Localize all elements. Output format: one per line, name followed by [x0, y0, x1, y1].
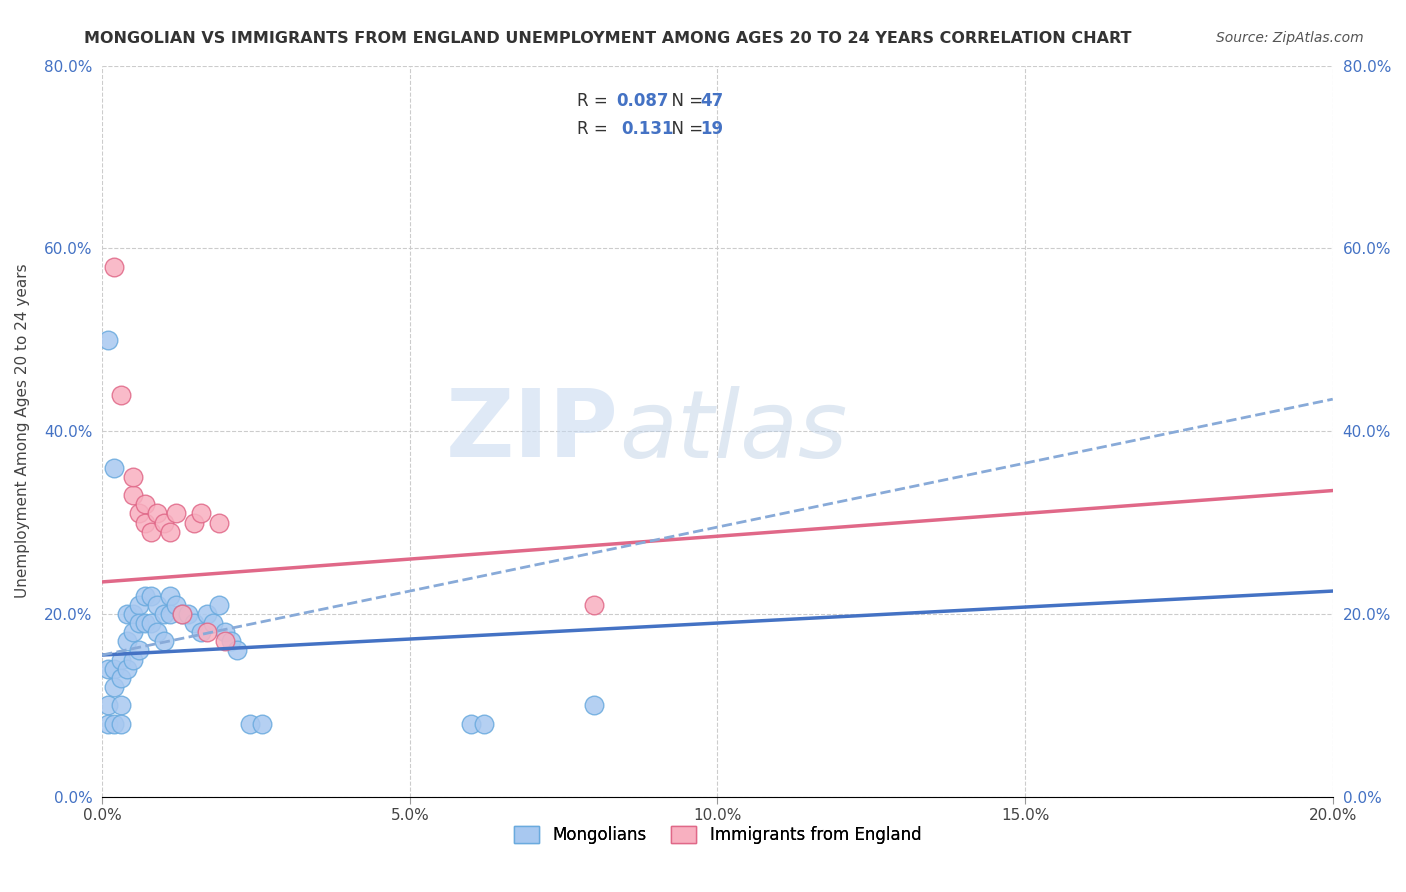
- Point: [460, 716, 482, 731]
- Point: [195, 607, 218, 621]
- Point: [128, 507, 150, 521]
- Point: [122, 607, 145, 621]
- Point: [583, 598, 606, 612]
- Point: [97, 333, 120, 347]
- Point: [195, 625, 218, 640]
- Point: [122, 488, 145, 502]
- Text: MONGOLIAN VS IMMIGRANTS FROM ENGLAND UNEMPLOYMENT AMONG AGES 20 TO 24 YEARS CORR: MONGOLIAN VS IMMIGRANTS FROM ENGLAND UNE…: [84, 31, 1132, 46]
- Point: [146, 598, 169, 612]
- Point: [221, 634, 243, 648]
- Point: [110, 652, 132, 666]
- Point: [214, 634, 236, 648]
- Point: [159, 607, 181, 621]
- Point: [103, 662, 125, 676]
- Text: ZIP: ZIP: [446, 385, 619, 477]
- Text: 19: 19: [700, 120, 723, 138]
- Point: [110, 698, 132, 713]
- Point: [190, 507, 212, 521]
- Point: [110, 716, 132, 731]
- Point: [472, 716, 495, 731]
- Text: Source: ZipAtlas.com: Source: ZipAtlas.com: [1216, 31, 1364, 45]
- Point: [165, 598, 187, 612]
- Text: N =: N =: [661, 120, 709, 138]
- Point: [122, 470, 145, 484]
- Point: [103, 460, 125, 475]
- Text: 47: 47: [700, 92, 723, 110]
- Point: [97, 716, 120, 731]
- Point: [159, 524, 181, 539]
- Point: [183, 516, 205, 530]
- Point: [122, 652, 145, 666]
- Legend: Mongolians, Immigrants from England: Mongolians, Immigrants from England: [503, 816, 931, 855]
- Point: [165, 507, 187, 521]
- Point: [146, 625, 169, 640]
- Point: [141, 524, 163, 539]
- Point: [97, 698, 120, 713]
- Text: 0.131: 0.131: [621, 120, 673, 138]
- Text: R =: R =: [576, 92, 613, 110]
- Point: [97, 662, 120, 676]
- Point: [208, 516, 231, 530]
- Point: [141, 589, 163, 603]
- Point: [172, 607, 194, 621]
- Point: [103, 716, 125, 731]
- Point: [122, 625, 145, 640]
- Point: [134, 497, 156, 511]
- Point: [146, 507, 169, 521]
- Point: [103, 680, 125, 694]
- Point: [115, 634, 138, 648]
- Text: N =: N =: [661, 92, 709, 110]
- Point: [159, 589, 181, 603]
- Y-axis label: Unemployment Among Ages 20 to 24 years: Unemployment Among Ages 20 to 24 years: [15, 264, 30, 599]
- Point: [134, 516, 156, 530]
- Point: [208, 598, 231, 612]
- Point: [115, 662, 138, 676]
- Point: [152, 607, 174, 621]
- Point: [201, 615, 224, 630]
- Point: [128, 598, 150, 612]
- Point: [103, 260, 125, 274]
- Text: R =: R =: [576, 120, 619, 138]
- Point: [134, 615, 156, 630]
- Point: [128, 615, 150, 630]
- Point: [115, 607, 138, 621]
- Point: [226, 643, 249, 657]
- Point: [110, 387, 132, 401]
- Point: [152, 516, 174, 530]
- Point: [239, 716, 262, 731]
- Text: 0.087: 0.087: [616, 92, 669, 110]
- Point: [214, 625, 236, 640]
- Point: [177, 607, 200, 621]
- Point: [250, 716, 273, 731]
- Point: [152, 634, 174, 648]
- Text: atlas: atlas: [619, 385, 848, 476]
- Point: [128, 643, 150, 657]
- Point: [134, 589, 156, 603]
- Point: [110, 671, 132, 685]
- Point: [190, 625, 212, 640]
- Point: [172, 607, 194, 621]
- Point: [183, 615, 205, 630]
- Point: [583, 698, 606, 713]
- Point: [141, 615, 163, 630]
